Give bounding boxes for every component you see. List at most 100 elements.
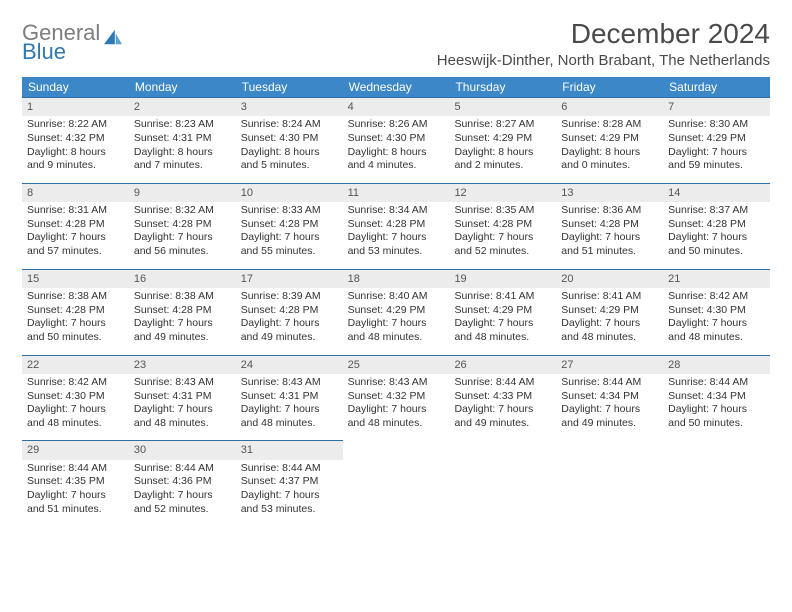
daylight-text: Daylight: 7 hours	[561, 231, 658, 245]
header: General Blue December 2024 Heeswijk-Dint…	[22, 18, 770, 69]
daylight-text: and 52 minutes.	[134, 503, 231, 517]
sunrise-text: Sunrise: 8:33 AM	[241, 204, 338, 218]
daylight-text: and 48 minutes.	[561, 331, 658, 345]
sunset-text: Sunset: 4:29 PM	[561, 132, 658, 146]
day-cell: 31Sunrise: 8:44 AMSunset: 4:37 PMDayligh…	[236, 440, 343, 526]
day-header: Friday	[556, 77, 663, 97]
sunset-text: Sunset: 4:28 PM	[134, 218, 231, 232]
sunset-text: Sunset: 4:29 PM	[348, 304, 445, 318]
day-header: Thursday	[449, 77, 556, 97]
day-number: 27	[556, 355, 663, 374]
day-number: 25	[343, 355, 450, 374]
daylight-text: Daylight: 7 hours	[348, 317, 445, 331]
daylight-text: and 59 minutes.	[668, 159, 765, 173]
daylight-text: and 2 minutes.	[454, 159, 551, 173]
daylight-text: Daylight: 7 hours	[241, 489, 338, 503]
day-cell: 23Sunrise: 8:43 AMSunset: 4:31 PMDayligh…	[129, 355, 236, 441]
sunrise-text: Sunrise: 8:27 AM	[454, 118, 551, 132]
day-header: Sunday	[22, 77, 129, 97]
daylight-text: and 50 minutes.	[668, 245, 765, 259]
daylight-text: and 48 minutes.	[454, 331, 551, 345]
day-number: 18	[343, 269, 450, 288]
sunrise-text: Sunrise: 8:40 AM	[348, 290, 445, 304]
day-cell: 15Sunrise: 8:38 AMSunset: 4:28 PMDayligh…	[22, 269, 129, 355]
daylight-text: and 4 minutes.	[348, 159, 445, 173]
daylight-text: and 57 minutes.	[27, 245, 124, 259]
day-number: 29	[22, 440, 129, 459]
daylight-text: Daylight: 8 hours	[561, 146, 658, 160]
day-header: Saturday	[663, 77, 770, 97]
sunset-text: Sunset: 4:30 PM	[348, 132, 445, 146]
daylight-text: Daylight: 7 hours	[668, 403, 765, 417]
sunset-text: Sunset: 4:29 PM	[454, 132, 551, 146]
day-cell	[556, 440, 663, 526]
week-row: 29Sunrise: 8:44 AMSunset: 4:35 PMDayligh…	[22, 440, 770, 526]
daylight-text: Daylight: 7 hours	[561, 317, 658, 331]
sunset-text: Sunset: 4:28 PM	[27, 218, 124, 232]
day-cell: 14Sunrise: 8:37 AMSunset: 4:28 PMDayligh…	[663, 183, 770, 269]
sunrise-text: Sunrise: 8:39 AM	[241, 290, 338, 304]
sunset-text: Sunset: 4:30 PM	[668, 304, 765, 318]
day-cell	[449, 440, 556, 526]
day-cell: 1Sunrise: 8:22 AMSunset: 4:32 PMDaylight…	[22, 97, 129, 183]
sunset-text: Sunset: 4:28 PM	[241, 218, 338, 232]
sunset-text: Sunset: 4:28 PM	[668, 218, 765, 232]
day-cell: 20 Sunrise: 8:41 AMSunset: 4:29 PMDayligh…	[556, 269, 663, 355]
day-number: 17	[236, 269, 343, 288]
daylight-text: Daylight: 7 hours	[27, 317, 124, 331]
week-row: 1Sunrise: 8:22 AMSunset: 4:32 PMDaylight…	[22, 97, 770, 183]
sunrise-text: Sunrise: 8:38 AM	[134, 290, 231, 304]
day-header: Tuesday	[236, 77, 343, 97]
daylight-text: and 53 minutes.	[241, 503, 338, 517]
logo-text: General Blue	[22, 24, 100, 61]
day-cell: 27Sunrise: 8:44 AMSunset: 4:34 PMDayligh…	[556, 355, 663, 441]
day-cell: 2Sunrise: 8:23 AMSunset: 4:31 PMDaylight…	[129, 97, 236, 183]
day-number: 5	[449, 97, 556, 116]
sunrise-text: Sunrise: 8:41 AM	[561, 290, 658, 304]
day-number: 6	[556, 97, 663, 116]
day-cell: 9Sunrise: 8:32 AMSunset: 4:28 PMDaylight…	[129, 183, 236, 269]
daylight-text: Daylight: 7 hours	[561, 403, 658, 417]
sunset-text: Sunset: 4:32 PM	[27, 132, 124, 146]
day-number: 10	[236, 183, 343, 202]
daylight-text: and 51 minutes.	[27, 503, 124, 517]
daylight-text: and 55 minutes.	[241, 245, 338, 259]
sunset-text: Sunset: 4:37 PM	[241, 475, 338, 489]
day-number: 13	[556, 183, 663, 202]
day-cell: 3Sunrise: 8:24 AMSunset: 4:30 PMDaylight…	[236, 97, 343, 183]
day-number: 11	[343, 183, 450, 202]
day-cell: 10Sunrise: 8:33 AMSunset: 4:28 PMDayligh…	[236, 183, 343, 269]
day-cell: 22Sunrise: 8:42 AMSunset: 4:30 PMDayligh…	[22, 355, 129, 441]
sunset-text: Sunset: 4:31 PM	[134, 390, 231, 404]
daylight-text: and 53 minutes.	[348, 245, 445, 259]
page-subtitle: Heeswijk-Dinther, North Brabant, The Net…	[437, 52, 770, 69]
sunrise-text: Sunrise: 8:44 AM	[454, 376, 551, 390]
sunset-text: Sunset: 4:29 PM	[668, 132, 765, 146]
daylight-text: and 51 minutes.	[561, 245, 658, 259]
logo: General Blue	[22, 18, 124, 61]
sunrise-text: Sunrise: 8:30 AM	[668, 118, 765, 132]
day-number: 12	[449, 183, 556, 202]
sunset-text: Sunset: 4:28 PM	[561, 218, 658, 232]
daylight-text: Daylight: 7 hours	[454, 231, 551, 245]
day-number: 20	[556, 269, 663, 288]
day-cell: 7Sunrise: 8:30 AMSunset: 4:29 PMDaylight…	[663, 97, 770, 183]
day-cell: 28Sunrise: 8:44 AMSunset: 4:34 PMDayligh…	[663, 355, 770, 441]
title-block: December 2024 Heeswijk-Dinther, North Br…	[437, 18, 770, 69]
daylight-text: Daylight: 7 hours	[348, 403, 445, 417]
day-cell: 25Sunrise: 8:43 AMSunset: 4:32 PMDayligh…	[343, 355, 450, 441]
daylight-text: Daylight: 8 hours	[241, 146, 338, 160]
day-number: 23	[129, 355, 236, 374]
sunset-text: Sunset: 4:29 PM	[561, 304, 658, 318]
sunset-text: Sunset: 4:29 PM	[454, 304, 551, 318]
daylight-text: and 0 minutes.	[561, 159, 658, 173]
daylight-text: and 48 minutes.	[241, 417, 338, 431]
daylight-text: Daylight: 7 hours	[27, 489, 124, 503]
day-number: 14	[663, 183, 770, 202]
sunrise-text: Sunrise: 8:43 AM	[134, 376, 231, 390]
daylight-text: and 48 minutes.	[348, 331, 445, 345]
day-cell: 29Sunrise: 8:44 AMSunset: 4:35 PMDayligh…	[22, 440, 129, 526]
daylight-text: and 52 minutes.	[454, 245, 551, 259]
sunset-text: Sunset: 4:30 PM	[241, 132, 338, 146]
sunset-text: Sunset: 4:28 PM	[454, 218, 551, 232]
